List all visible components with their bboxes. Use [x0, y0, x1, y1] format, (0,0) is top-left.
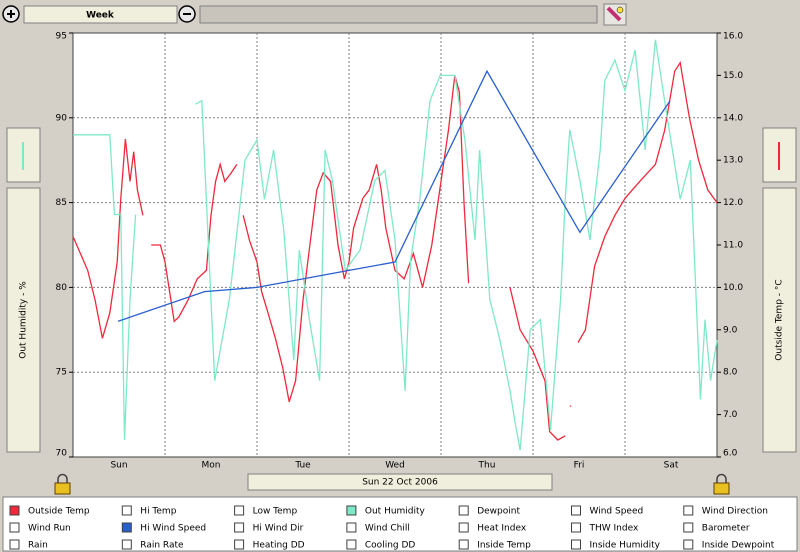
legend-label: Inside Temp — [477, 541, 531, 551]
x-tick-label: Sat — [664, 461, 679, 471]
legend-checkbox[interactable] — [9, 539, 20, 550]
legend-label: Low Temp — [253, 507, 298, 517]
legend-label: THW Index — [589, 524, 639, 534]
series-line — [73, 39, 718, 451]
y2-tick-label: 6.0 — [723, 449, 738, 459]
scroll-bar[interactable] — [199, 5, 598, 24]
legend-label: Dewpoint — [477, 507, 520, 517]
zoom-out-button[interactable] — [178, 5, 196, 23]
legend-label: Out Humidity — [365, 507, 426, 517]
legend-label: Inside Humidity — [590, 541, 661, 551]
legend-checkbox[interactable] — [346, 539, 357, 550]
legend-checkbox[interactable] — [234, 522, 245, 533]
legend-label: Hi Wind Dir — [253, 524, 304, 534]
y2-tick-label: 13.0 — [723, 156, 743, 166]
legend-checkbox[interactable] — [683, 539, 694, 550]
legend-checkbox[interactable] — [571, 539, 581, 550]
y-tick-label: 80 — [56, 283, 68, 293]
legend-label: Hi Temp — [140, 507, 176, 517]
legend-panel — [2, 496, 798, 552]
x-tick-label: Thu — [478, 461, 496, 471]
date-button[interactable] — [247, 473, 553, 491]
legend-label: Rain — [28, 541, 48, 551]
legend-checkbox[interactable] — [234, 505, 245, 516]
lock-left[interactable] — [54, 473, 71, 495]
legend-label: Heat Index — [477, 524, 527, 534]
y-tick-label: 90 — [56, 113, 68, 123]
y-axis-label: Out Humidity - % — [19, 281, 29, 359]
zoom-in-button[interactable] — [2, 5, 20, 23]
legend-label: Cooling DD — [365, 541, 416, 551]
y-tick-label: 95 — [56, 32, 67, 42]
legend-checkbox[interactable] — [121, 505, 132, 516]
y2-tick-label: 9.0 — [723, 325, 738, 335]
lock-right[interactable] — [713, 473, 730, 495]
period-dropdown[interactable] — [23, 5, 178, 24]
y2-tick-label: 11.0 — [723, 241, 743, 251]
legend-label: Hi Wind Speed — [140, 524, 206, 534]
legend-label: Wind Chill — [365, 524, 410, 534]
y2-tick-label: 10.0 — [723, 283, 743, 293]
legend-checkbox[interactable] — [571, 505, 581, 516]
y2-tick-label: 16.0 — [723, 32, 743, 42]
x-tick-label: Mon — [202, 461, 221, 471]
series-line — [117, 69, 671, 322]
legend-checkbox[interactable] — [346, 505, 357, 516]
legend-label: Wind Direction — [702, 507, 768, 517]
right-axis-label-box — [762, 187, 797, 453]
y-tick-label: 75 — [56, 368, 67, 378]
x-tick-label: Fri — [574, 461, 585, 471]
y2-tick-label: 12.0 — [723, 198, 743, 208]
legend-label: Outside Temp — [28, 507, 90, 517]
x-tick-label: Sun — [110, 461, 127, 471]
legend-label: Wind Speed — [590, 507, 644, 517]
legend-checkbox[interactable] — [121, 539, 132, 550]
legend-label: Inside Dewpoint — [702, 541, 775, 551]
legend-checkbox[interactable] — [458, 539, 469, 550]
settings-button[interactable] — [603, 3, 627, 26]
legend-checkbox[interactable] — [458, 522, 469, 533]
legend-checkbox[interactable] — [683, 522, 694, 533]
x-tick-label: Wed — [385, 461, 405, 471]
legend-label: Heating DD — [253, 541, 305, 551]
date-label: Sun 22 Oct 2006 — [362, 478, 438, 488]
left-axis-label-box — [6, 187, 41, 453]
legend-label: Wind Run — [28, 524, 71, 534]
legend-label: Barometer — [702, 524, 750, 534]
y-tick-label: 70 — [56, 449, 68, 459]
y2-tick-label: 15.0 — [723, 71, 743, 81]
series-line — [72, 60, 718, 441]
legend-checkbox[interactable] — [571, 522, 581, 533]
legend-checkbox[interactable] — [346, 522, 357, 533]
legend-checkbox[interactable] — [9, 522, 20, 533]
period-label: Week — [86, 11, 115, 21]
y2-axis-label: Outside Temp - °C — [775, 279, 785, 360]
legend-checkbox[interactable] — [458, 505, 469, 516]
y2-tick-label: 14.0 — [723, 113, 743, 123]
legend-checkbox[interactable] — [234, 539, 245, 550]
y2-tick-label: 7.0 — [723, 410, 738, 420]
legend-label: Rain Rate — [140, 541, 184, 551]
legend-checkbox[interactable] — [121, 522, 132, 533]
x-tick-label: Tue — [294, 461, 311, 471]
y2-tick-label: 8.0 — [723, 368, 738, 378]
y-tick-label: 85 — [56, 198, 67, 208]
legend-checkbox[interactable] — [9, 505, 20, 516]
legend-checkbox[interactable] — [683, 505, 694, 516]
